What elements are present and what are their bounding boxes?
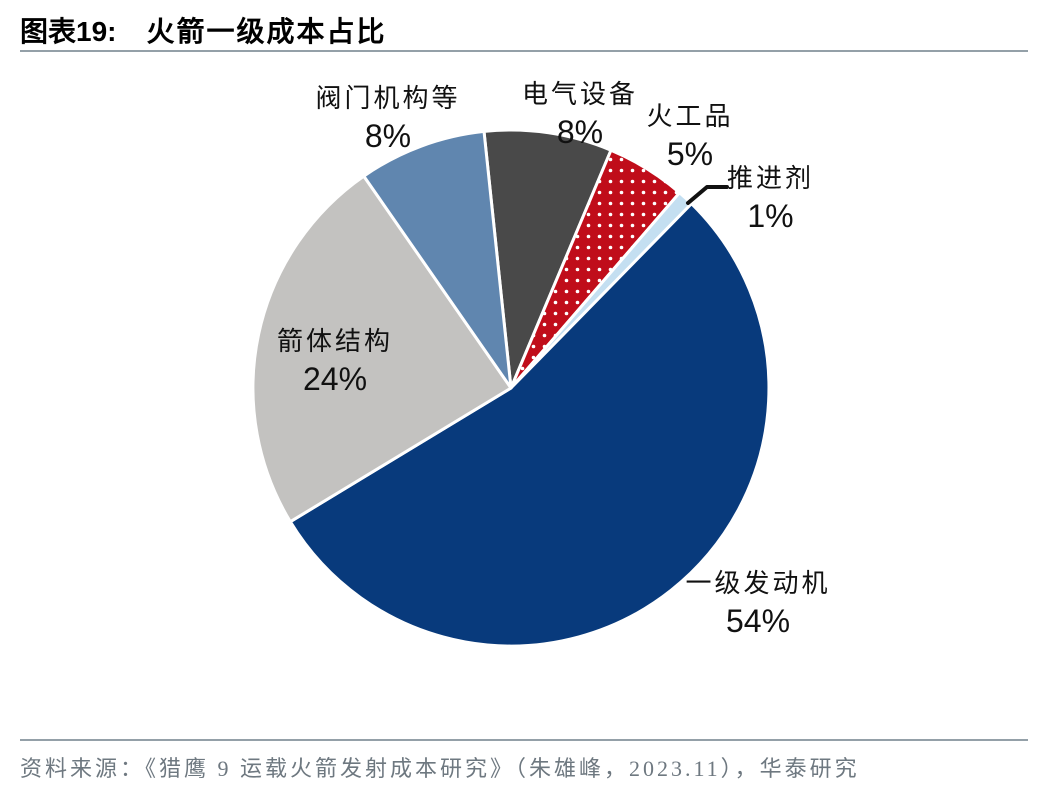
title-divider: [20, 50, 1028, 52]
pie-slice-5: [362, 129, 513, 390]
pie-slice-0: [482, 128, 613, 390]
chart-header: 图表19: 火箭一级成本占比: [20, 10, 387, 50]
pie-slice-3: [288, 202, 771, 648]
propellant-leader-line: [686, 185, 729, 205]
chart-number: 图表19:: [20, 16, 117, 47]
source-attribution: 资料来源：《猎鹰 9 运载火箭发射成本研究》（朱雄峰，2023.11），华泰研究: [20, 756, 860, 781]
pie-slices: [251, 128, 771, 648]
pie-slice-4: [251, 174, 513, 524]
page-title: 火箭一级成本占比: [146, 17, 387, 48]
footer-divider: [20, 739, 1028, 741]
